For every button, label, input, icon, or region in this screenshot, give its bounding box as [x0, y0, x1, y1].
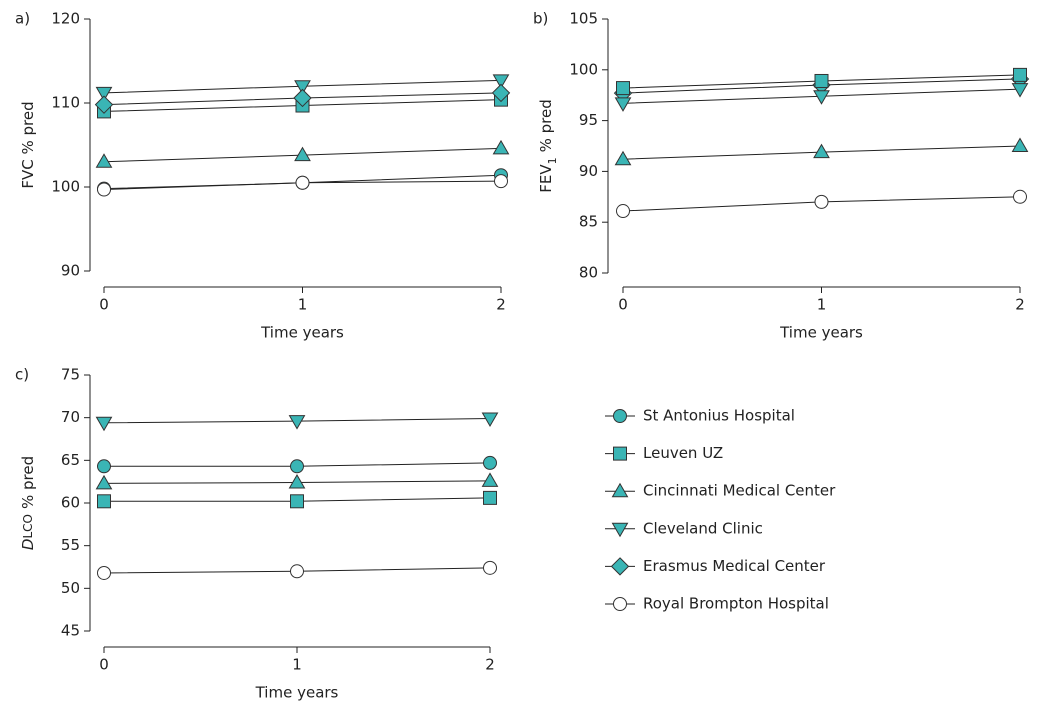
- marker: [494, 174, 508, 189]
- marker: [492, 74, 510, 89]
- marker: [95, 153, 113, 168]
- marker: [813, 143, 830, 159]
- marker: [97, 494, 111, 509]
- y-axis-label-part: % pred: [537, 99, 555, 152]
- y-tick-label: 110: [51, 94, 80, 112]
- marker: [616, 81, 630, 96]
- y-tick-label: 85: [579, 213, 598, 231]
- y-tick-label: 45: [61, 622, 80, 640]
- legend-label: Leuven UZ: [643, 444, 723, 462]
- y-tick-label: 95: [579, 111, 598, 129]
- panel-label: b): [533, 10, 548, 28]
- x-tick-label: 1: [817, 296, 827, 314]
- x-tick-label: 1: [298, 296, 308, 314]
- marker: [290, 459, 304, 474]
- marker: [492, 139, 510, 155]
- legend-label: Erasmus Medical Center: [643, 557, 826, 575]
- y-axis-label-part: D: [19, 539, 37, 551]
- y-tick-label: 60: [61, 494, 80, 512]
- x-tick-label: 2: [1015, 296, 1025, 314]
- marker: [95, 86, 113, 102]
- x-tick-label: 0: [99, 296, 109, 314]
- x-tick-label: 2: [485, 656, 495, 674]
- marker: [1013, 189, 1027, 204]
- marker: [95, 416, 113, 432]
- y-tick-label: 105: [569, 10, 598, 28]
- y-tick-label: 70: [61, 408, 80, 426]
- x-axis-label: Time years: [779, 324, 863, 342]
- marker: [290, 564, 304, 579]
- legend-marker: [613, 409, 627, 423]
- legend-marker: [613, 597, 627, 611]
- x-axis-label: Time years: [260, 324, 344, 342]
- marker: [294, 146, 311, 162]
- marker: [94, 95, 114, 114]
- marker: [814, 194, 829, 209]
- marker: [491, 83, 511, 103]
- marker: [614, 97, 632, 112]
- y-axis-label-part: LCO: [21, 514, 35, 539]
- x-tick-label: 2: [496, 296, 506, 314]
- legend-label: Royal Brompton Hospital: [643, 595, 829, 613]
- x-tick-label: 0: [99, 656, 109, 674]
- marker: [1011, 137, 1029, 152]
- marker: [813, 90, 830, 105]
- y-axis-label: FVC % pred: [19, 101, 37, 188]
- marker: [1011, 83, 1029, 98]
- marker: [483, 490, 497, 505]
- marker: [97, 459, 111, 474]
- marker: [614, 150, 632, 166]
- y-tick-label: 65: [61, 451, 80, 469]
- marker: [481, 412, 499, 428]
- legend-label: St Antonius Hospital: [643, 407, 795, 425]
- y-tick-label: 75: [61, 366, 80, 384]
- legend-marker: [611, 522, 629, 538]
- y-tick-label: 55: [61, 536, 80, 554]
- marker: [481, 472, 499, 487]
- x-tick-label: 0: [618, 296, 628, 314]
- panel-label: a): [15, 10, 30, 28]
- marker: [294, 80, 311, 95]
- marker: [95, 474, 113, 490]
- marker: [97, 182, 111, 197]
- y-axis-label-part: FVC % pred: [19, 101, 37, 188]
- y-tick-label: 100: [569, 60, 598, 78]
- legend-marker: [613, 446, 627, 461]
- y-tick-label: 90: [61, 262, 80, 280]
- y-tick-label: 100: [51, 178, 80, 196]
- marker: [483, 455, 497, 470]
- y-axis-label: DLCO % pred: [19, 456, 37, 550]
- y-axis-label-part: % pred: [19, 456, 37, 509]
- legend-marker: [611, 482, 629, 498]
- legend-label: Cleveland Clinic: [643, 519, 763, 537]
- y-axis-label-part: 1: [546, 157, 559, 164]
- marker: [290, 494, 304, 509]
- marker: [97, 565, 111, 580]
- legend-marker: [610, 557, 630, 576]
- panel-label: c): [15, 366, 29, 384]
- legend-label: Cincinnati Medical Center: [643, 482, 836, 500]
- y-tick-label: 50: [61, 579, 80, 597]
- x-tick-label: 1: [292, 656, 302, 674]
- marker: [293, 88, 312, 108]
- y-tick-label: 90: [579, 162, 598, 180]
- marker: [814, 73, 829, 88]
- x-axis-label: Time years: [255, 684, 339, 701]
- y-tick-label: 80: [579, 264, 598, 282]
- y-axis-label-part: FEV: [537, 164, 555, 193]
- marker: [288, 415, 306, 430]
- marker: [616, 204, 630, 219]
- marker: [1013, 67, 1027, 82]
- marker: [288, 474, 306, 489]
- marker: [295, 175, 310, 190]
- marker: [483, 560, 497, 575]
- y-tick-label: 120: [51, 10, 80, 28]
- y-axis-label: FEV1 % pred: [537, 99, 559, 193]
